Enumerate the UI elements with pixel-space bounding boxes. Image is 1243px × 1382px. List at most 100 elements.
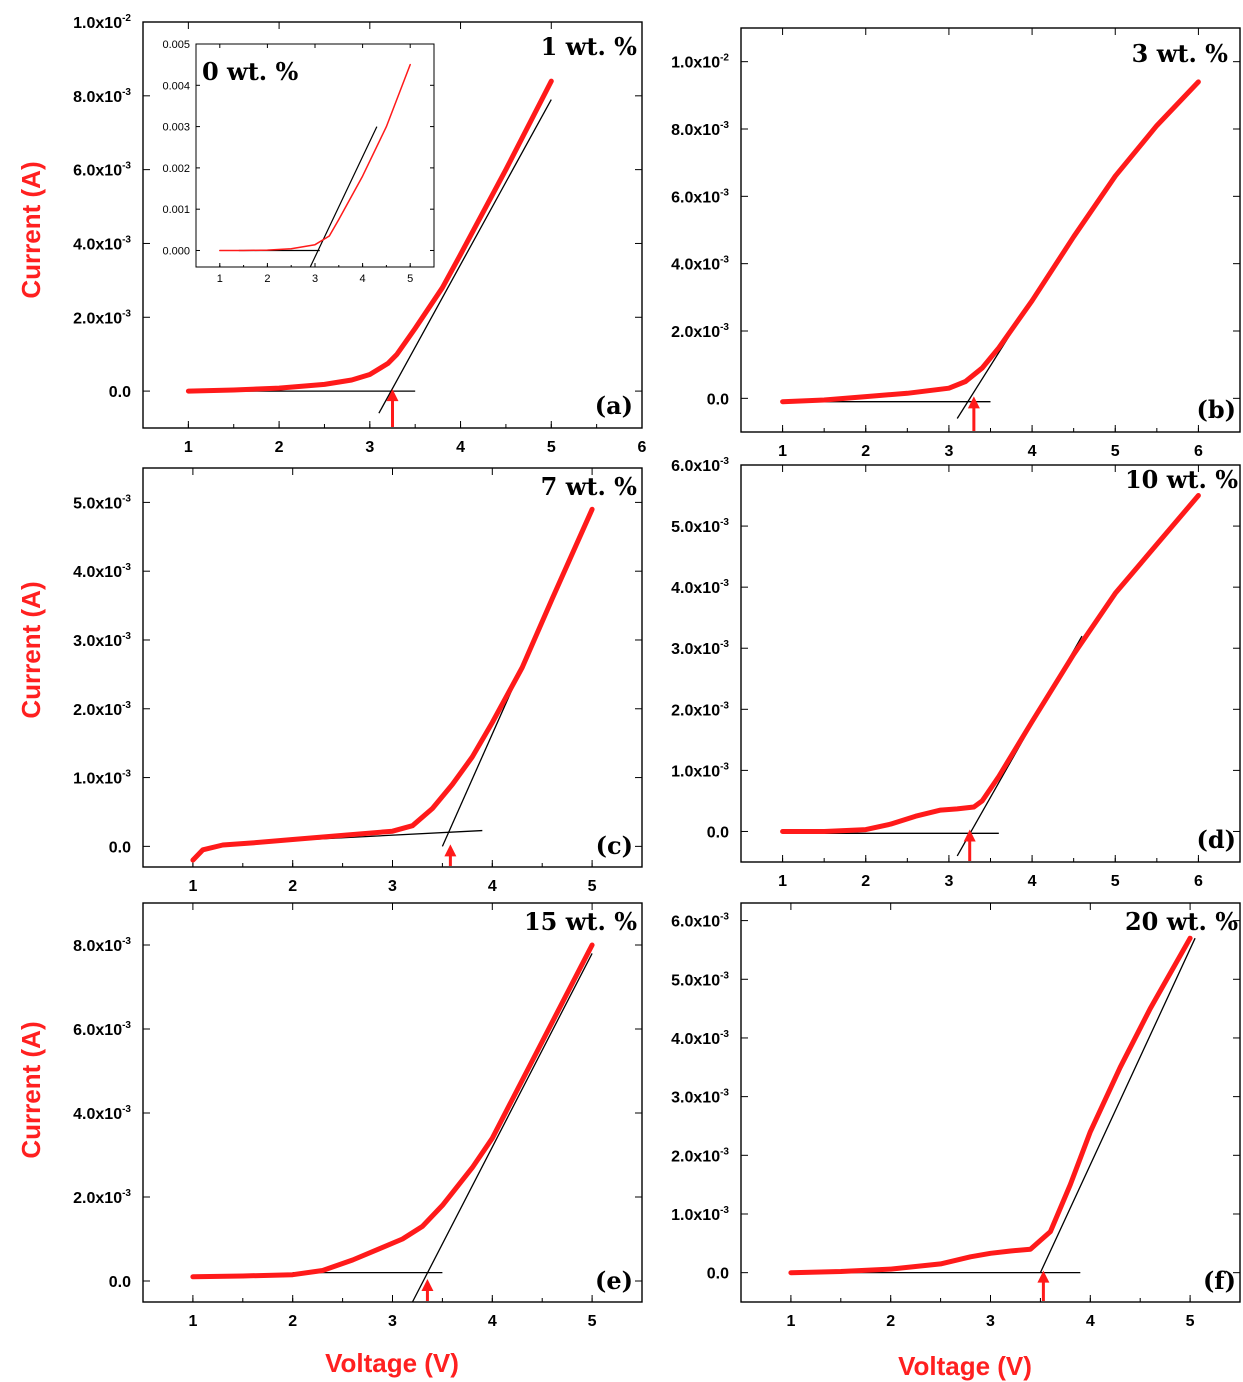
y-tick-label: 6.0x10-3: [671, 187, 729, 206]
panel-letter: (b): [1197, 395, 1237, 424]
x-tick-label: 5: [1111, 873, 1120, 890]
x-axis-title: Voltage (V): [898, 1351, 1032, 1381]
x-tick-label: 2: [288, 1313, 297, 1330]
y-tick-label: 0.003: [162, 122, 190, 134]
threshold-arrow-head: [421, 1279, 434, 1291]
y-tick-label: 4.0x10-3: [73, 234, 131, 253]
plot-frame: [740, 27, 1241, 433]
x-tick-label: 2: [275, 439, 284, 456]
y-tick-label: 0.002: [162, 163, 190, 175]
y-tick-label: 2.0x10-3: [671, 700, 729, 719]
y-tick-label: 2.0x10-3: [73, 700, 131, 719]
y-axis-title: Current (A): [16, 581, 46, 718]
y-tick-label: 3.0x10-3: [671, 639, 729, 658]
x-tick-label: 2: [288, 878, 297, 895]
chart-panel: 1 2 3 4 5 6 0.0 1.0x10-3 2.0x10-3 3.0x10-3 4.0x10-…: [671, 456, 1241, 890]
fit-line: [378, 99, 552, 414]
panel-letter: (f): [1203, 1266, 1236, 1295]
y-tick-label: 8.0x10-3: [671, 120, 729, 139]
y-tick-label: 4.0x10-3: [671, 255, 729, 274]
threshold-arrow-head: [386, 389, 399, 402]
panel-title: 15 wt. %: [524, 907, 637, 936]
data-series-line: [788, 935, 1193, 1276]
y-tick-label: 1.0x10-3: [671, 1205, 729, 1224]
plot-frame: [142, 21, 643, 429]
y-tick-label: 2.0x10-3: [73, 308, 131, 327]
panel-letter: (a): [595, 391, 633, 420]
y-tick-label: 2.0x10-3: [671, 322, 729, 341]
x-tick-label: 1: [188, 1313, 197, 1330]
x-tick-label: 4: [360, 273, 366, 285]
x-tick-label: 1: [188, 878, 197, 895]
x-tick-label: 4: [1086, 1313, 1095, 1330]
inset-chart: 1 2 3 4 5 0.000 0.001 0.002 0.003 0.004 0.005 0 wt.…: [162, 39, 435, 285]
fit-line: [309, 126, 378, 268]
x-tick-label: 3: [365, 439, 374, 456]
y-tick-label: 1.0x10-3: [73, 769, 131, 788]
y-tick-label: 4.0x10-3: [73, 562, 131, 581]
chart-panel: 1 2 3 4 5 6 0.0 2.0x10-3 4.0x10-3 6.0x10-3 8.0x10-…: [73, 13, 646, 456]
x-tick-label: 3: [388, 878, 397, 895]
x-tick-label: 6: [638, 439, 647, 456]
panel-title: 3 wt. %: [1132, 39, 1229, 68]
data-series-line: [190, 942, 595, 1280]
data-series-line: [780, 493, 1201, 834]
chart-panel: 1 2 3 4 5 6 0.0 2.0x10-3 4.0x10-3 6.0x10-3 8.0x10-…: [671, 27, 1241, 460]
y-tick-label: 1.0x10-2: [73, 13, 131, 32]
x-tick-label: 6: [1194, 873, 1203, 890]
x-tick-label: 3: [312, 273, 318, 285]
x-tick-label: 4: [488, 1313, 497, 1330]
x-tick-label: 1: [786, 1313, 795, 1330]
panel-title: 10 wt. %: [1125, 465, 1238, 494]
y-tick-label: 6.0x10-3: [73, 161, 131, 180]
y-tick-label: 2.0x10-3: [73, 1188, 131, 1207]
plot-frame: [142, 467, 643, 868]
x-tick-label: 5: [1186, 1313, 1195, 1330]
x-tick-label: 4: [488, 878, 497, 895]
x-tick-label: 3: [944, 873, 953, 890]
y-tick-label: 6.0x10-3: [671, 912, 729, 931]
panel-letter: (e): [595, 1266, 633, 1295]
y-tick-label: 8.0x10-3: [73, 87, 131, 106]
panel-title: 7 wt. %: [541, 472, 638, 501]
threshold-arrow-head: [1037, 1270, 1050, 1283]
x-tick-label: 6: [1194, 443, 1203, 460]
y-tick-label: 3.0x10-3: [73, 631, 131, 650]
y-tick-label: 0.0: [707, 824, 729, 841]
y-axis-title: Current (A): [16, 161, 46, 298]
y-tick-label: 0.0: [109, 384, 131, 401]
x-tick-label: 5: [1111, 443, 1120, 460]
y-tick-label: 2.0x10-3: [671, 1146, 729, 1165]
y-tick-label: 0.005: [162, 39, 190, 51]
y-tick-label: 3.0x10-3: [671, 1088, 729, 1107]
x-tick-label: 2: [264, 273, 270, 285]
x-tick-label: 1: [217, 273, 223, 285]
threshold-arrow-head: [967, 396, 980, 409]
x-tick-label: 3: [388, 1313, 397, 1330]
plot-frame: [740, 464, 1241, 863]
y-tick-label: 6.0x10-3: [73, 1020, 131, 1039]
x-tick-label: 4: [456, 439, 465, 456]
y-tick-label: 6.0x10-3: [671, 456, 729, 475]
plot-frame: [740, 902, 1241, 1303]
x-tick-label: 2: [861, 873, 870, 890]
y-tick-label: 0.0: [109, 839, 131, 856]
chart-panel: 1 2 3 4 5 0.0 1.0x10-3 2.0x10-3 3.0x10-3 4.0x10-3…: [73, 467, 643, 895]
y-tick-label: 5.0x10-3: [671, 970, 729, 989]
x-tick-label: 5: [547, 439, 556, 456]
y-tick-label: 4.0x10-3: [671, 578, 729, 597]
x-tick-label: 1: [778, 873, 787, 890]
chart-panel: 1 2 3 4 5 0.0 2.0x10-3 4.0x10-3 6.0x10-3 8.0x10-3…: [73, 902, 643, 1330]
x-tick-label: 5: [588, 1313, 597, 1330]
threshold-arrow-head: [963, 829, 976, 842]
panel-title: 1 wt. %: [541, 32, 638, 61]
x-tick-label: 5: [588, 878, 597, 895]
data-series-line: [190, 506, 595, 863]
x-tick-label: 2: [861, 443, 870, 460]
x-tick-label: 2: [886, 1313, 895, 1330]
panel-letter: (c): [596, 831, 633, 860]
x-axis-title: Voltage (V): [325, 1348, 459, 1378]
inset-title: 0 wt. %: [202, 57, 299, 86]
y-tick-label: 0.0: [707, 1266, 729, 1283]
